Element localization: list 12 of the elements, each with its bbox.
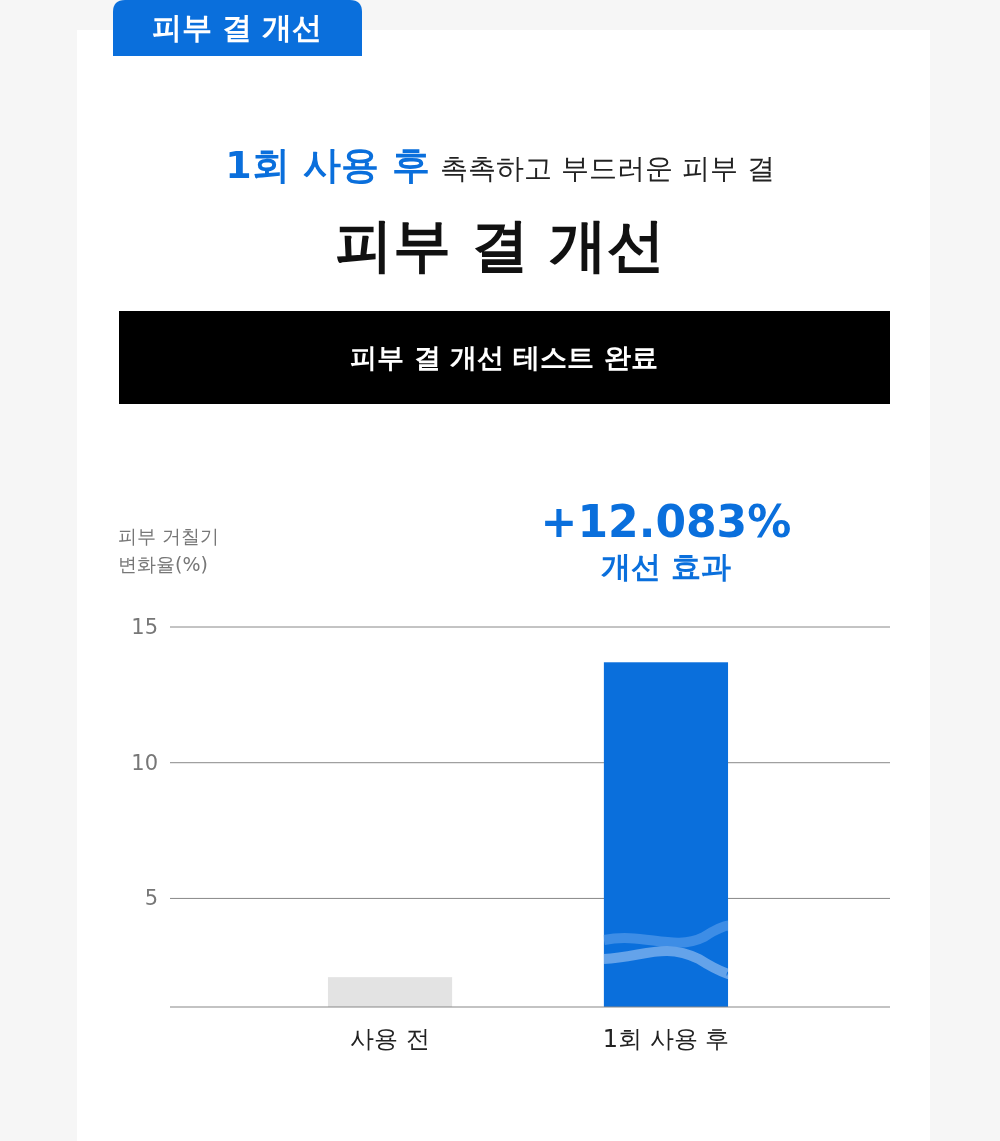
y-tick-label: 10 <box>131 750 158 775</box>
x-tick-label: 사용 전 <box>350 1025 430 1053</box>
text: 피부 결 개선 테스트 완료 <box>350 342 658 373</box>
y-tick-label: 5 <box>144 886 158 911</box>
text: 피부 결 개선 <box>151 10 323 45</box>
text: 개선 효과 <box>600 549 732 585</box>
y-axis-title: 피부 거칠기 변화율(%) <box>118 525 220 575</box>
chart-subtitle: 촉촉하고 부드러운 피부 결 <box>440 152 775 185</box>
annotation: +12.083% <box>540 496 792 548</box>
y-tick-label: 15 <box>131 615 158 639</box>
chart-title: 피부 결 개선 <box>334 211 666 279</box>
text: 1회 사용 후 <box>225 143 431 187</box>
